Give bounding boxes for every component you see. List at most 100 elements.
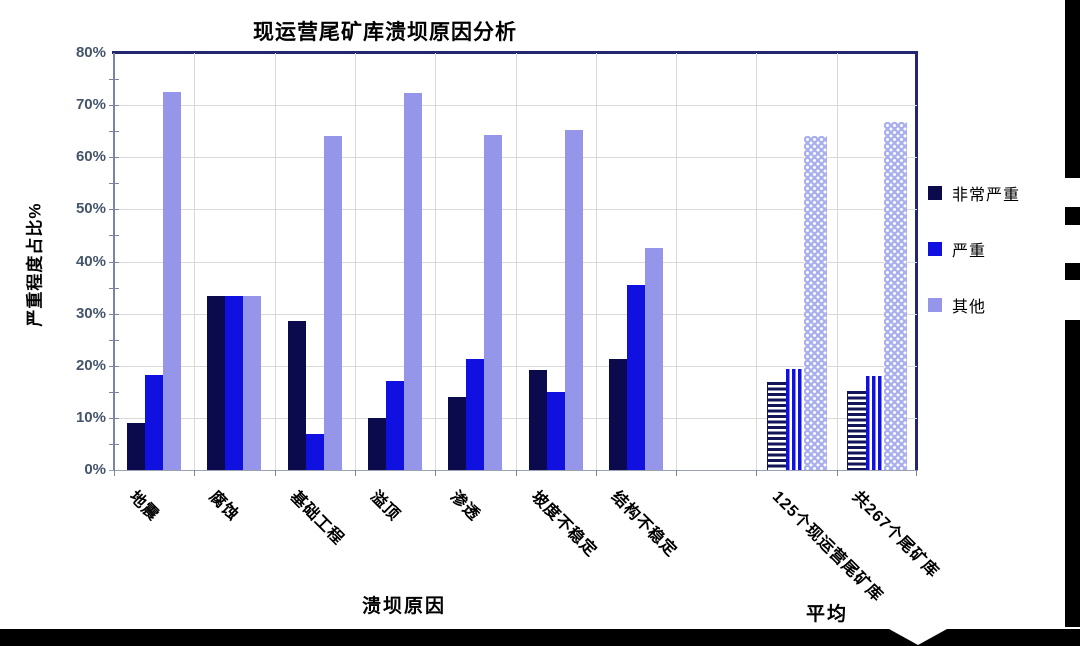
y-axis-tick-label: 70% (75, 96, 106, 114)
y-axis-tick-label: 30% (75, 304, 106, 322)
cropped-black-artifact (1065, 320, 1080, 627)
gridline-vertical (676, 53, 677, 470)
gridline-horizontal (114, 157, 917, 159)
x-axis-tick (676, 470, 677, 476)
y-axis-minor-tick (109, 261, 119, 263)
bar-非常严重 (847, 391, 868, 470)
y-axis-minor-tick (109, 417, 119, 419)
x-category-label: 坡度不稳定 (527, 488, 600, 561)
x-category-label: 溢顶 (366, 488, 403, 525)
y-axis-minor-tick (109, 339, 119, 341)
bar-非常严重 (288, 321, 306, 470)
y-axis-tick-label: 20% (75, 356, 106, 374)
bar-严重 (145, 375, 163, 470)
gridline-vertical (355, 53, 356, 470)
legend-swatch-other (928, 298, 942, 312)
x-axis-tick (756, 470, 757, 476)
bar-非常严重 (529, 370, 547, 470)
plot-right-border (915, 51, 918, 470)
average-group-title: 平均 (806, 604, 849, 625)
x-axis-tick (114, 470, 115, 476)
y-axis-tick-label: 10% (75, 408, 106, 426)
y-axis-minor-tick (109, 209, 119, 211)
bar-严重 (547, 392, 565, 470)
bar-其他 (404, 93, 422, 470)
x-category-label: 渗透 (446, 488, 483, 525)
legend: 非常严重 严重 其他 (928, 181, 1048, 349)
chart-title: 现运营尾矿库溃坝原因分析 (253, 21, 517, 44)
bar-其他 (645, 248, 663, 470)
gridline-horizontal (114, 417, 917, 419)
bar-非常严重 (767, 382, 788, 470)
cropped-black-artifact (1065, 0, 1080, 178)
gridline-vertical (837, 53, 838, 470)
gridline-horizontal (114, 261, 917, 263)
bar-严重 (386, 381, 404, 470)
bar-其他 (163, 92, 181, 470)
bar-非常严重 (127, 423, 145, 470)
legend-item-severe: 严重 (928, 237, 1048, 261)
y-axis-minor-tick (109, 287, 119, 289)
bar-严重 (866, 376, 884, 470)
x-axis-tick (837, 470, 838, 476)
x-category-label: 腐蚀 (205, 488, 242, 525)
cropped-black-artifact (1065, 263, 1080, 280)
x-category-label: 地震 (125, 488, 162, 525)
x-axis-tick (516, 470, 517, 476)
gridline-horizontal (114, 313, 917, 315)
gridline-vertical (596, 53, 597, 470)
bar-严重 (466, 359, 484, 470)
legend-item-very-severe: 非常严重 (928, 181, 1048, 205)
y-axis-minor-tick (109, 105, 119, 107)
x-axis-tick (355, 470, 356, 476)
legend-label: 严重 (952, 243, 987, 260)
legend-item-other: 其他 (928, 293, 1048, 317)
plot-top-border (112, 51, 918, 54)
y-axis-minor-tick (109, 391, 119, 393)
y-axis-minor-tick (109, 365, 119, 367)
gridline-horizontal (114, 209, 917, 211)
y-axis-tick-label: 50% (75, 200, 106, 218)
gridline-vertical (275, 53, 276, 470)
y-axis-minor-tick (109, 443, 119, 445)
bar-非常严重 (207, 296, 225, 470)
x-axis-tick (194, 470, 195, 476)
y-axis-title: 严重程度占比% (25, 202, 45, 327)
x-axis-tick (435, 470, 436, 476)
bar-非常严重 (609, 359, 627, 470)
gridline-horizontal (114, 365, 917, 367)
bar-严重 (225, 296, 243, 470)
legend-label: 非常严重 (952, 187, 1021, 204)
y-axis-tick-label: 40% (75, 252, 106, 270)
gridline-vertical (756, 53, 757, 470)
y-axis-tick-label: 80% (75, 44, 106, 61)
bottom-black-band (0, 629, 1080, 646)
y-axis-tick-label: 60% (75, 148, 106, 166)
y-axis-minor-tick (109, 79, 119, 81)
cropped-black-artifact (1065, 207, 1080, 225)
x-axis-line (109, 470, 918, 471)
bar-其他 (484, 135, 502, 470)
y-axis-minor-tick (109, 131, 119, 133)
gridline-horizontal (114, 105, 917, 107)
x-axis-tick (916, 470, 917, 476)
bar-严重 (306, 434, 324, 470)
gridline-vertical (194, 53, 195, 470)
x-axis-tick (596, 470, 597, 476)
bottom-band-notch (889, 629, 947, 645)
y-axis-minor-tick (109, 157, 119, 159)
y-axis-minor-tick (109, 235, 119, 237)
bar-其他 (324, 136, 342, 470)
y-axis-tick-label: 0% (84, 461, 106, 478)
bar-其他 (565, 130, 583, 470)
legend-label: 其他 (952, 299, 987, 316)
x-axis-tick (275, 470, 276, 476)
bar-其他 (243, 296, 261, 470)
bar-非常严重 (368, 418, 386, 470)
y-axis-minor-tick (109, 313, 119, 315)
bar-严重 (627, 285, 645, 470)
x-axis-title: 溃坝原因 (362, 596, 447, 617)
bar-严重 (786, 369, 804, 470)
y-axis-minor-tick (109, 183, 119, 185)
